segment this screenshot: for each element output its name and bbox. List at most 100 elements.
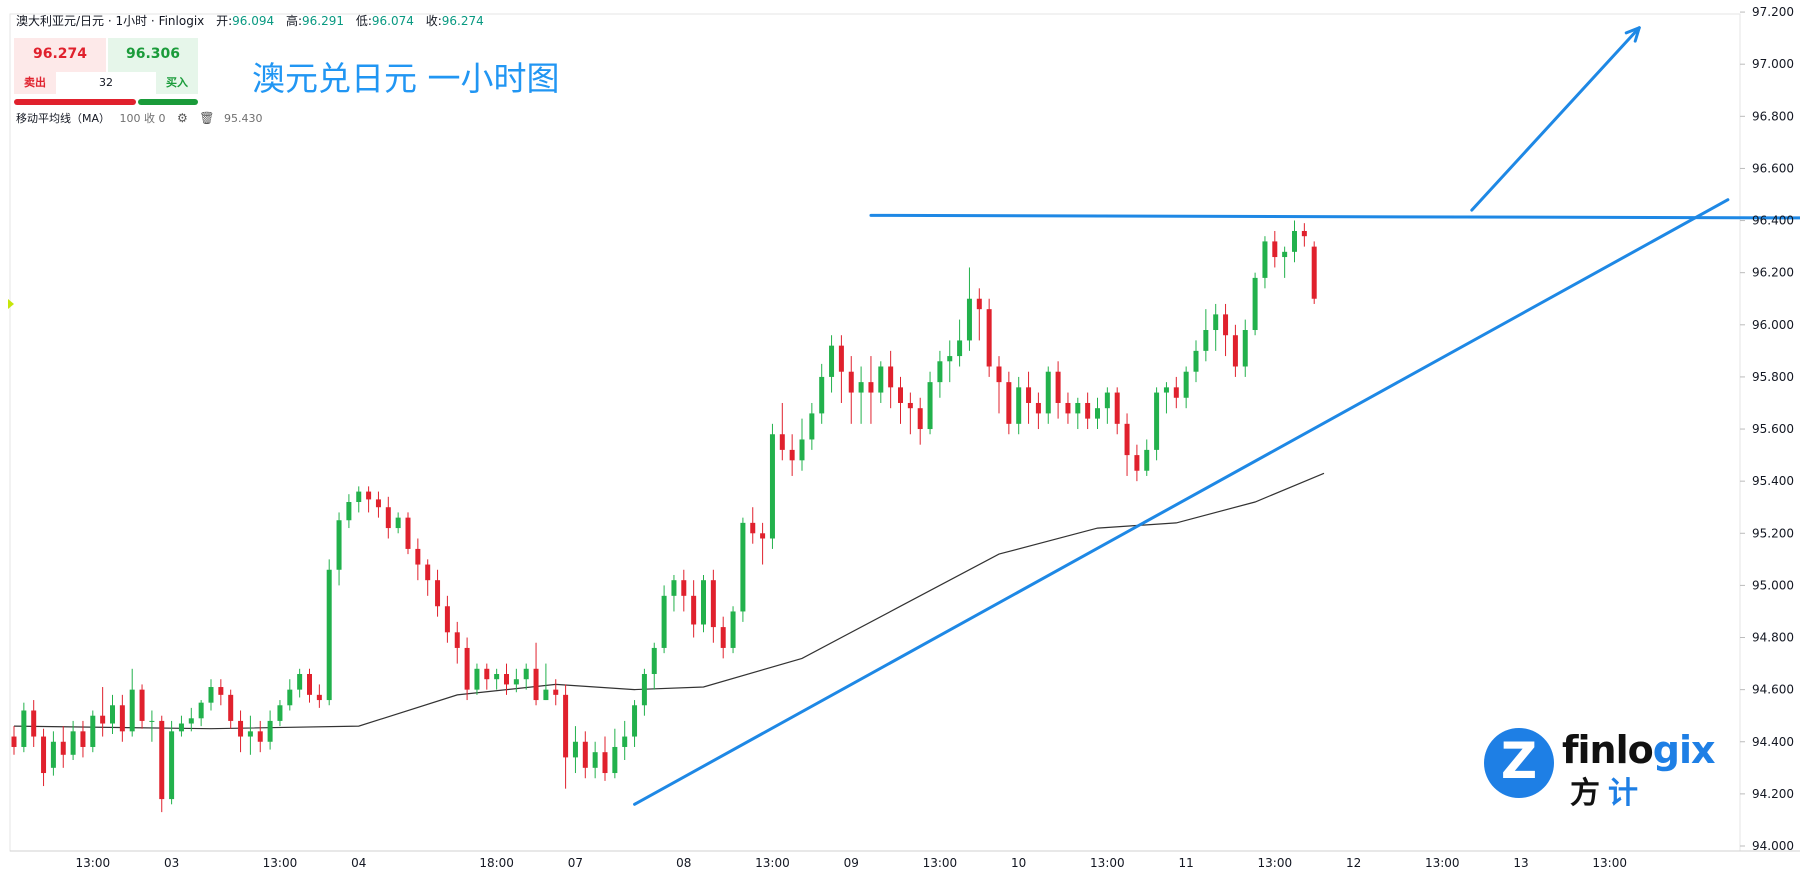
candle-body [110, 705, 115, 724]
candle-body [356, 491, 362, 503]
x-tick-label: 07 [568, 856, 583, 870]
buy-price[interactable]: 96.306 [125, 46, 181, 62]
candle-body [612, 746, 618, 774]
candle [1144, 439, 1150, 476]
candle [710, 569, 716, 643]
y-tick-label: 94.200 [1752, 787, 1794, 801]
candle-body [188, 718, 194, 724]
candle [1262, 236, 1268, 289]
candle [1016, 376, 1022, 435]
candle-body [976, 298, 982, 310]
candle [760, 522, 766, 565]
candle-body [60, 741, 66, 755]
trash-icon[interactable]: 🗑 [199, 111, 215, 125]
candle-body [50, 741, 56, 768]
candle-body [1292, 230, 1297, 252]
buy-ratio-bar [138, 99, 198, 105]
candle-body [484, 668, 490, 680]
candle [257, 720, 263, 753]
candle-body [218, 687, 224, 695]
candle-body [1282, 251, 1288, 258]
candle-body [169, 731, 175, 800]
gear-icon[interactable]: ⚙ [177, 111, 188, 125]
candle-body [1075, 402, 1081, 414]
candle-body [316, 694, 322, 701]
buy-box[interactable] [108, 38, 198, 72]
high-value: 96.291 [302, 14, 345, 28]
y-tick-label: 94.600 [1752, 683, 1794, 697]
candle [799, 418, 805, 471]
candle [494, 668, 500, 690]
candle [50, 731, 56, 776]
candle [671, 574, 677, 612]
candle-body [90, 715, 96, 747]
candle [159, 715, 165, 813]
candle [454, 621, 460, 664]
candle [1173, 376, 1179, 409]
candle [612, 728, 618, 779]
arrow-line[interactable] [1470, 26, 1641, 212]
candle [444, 595, 450, 643]
candle-body [543, 689, 549, 701]
candle [287, 679, 293, 711]
candle [70, 720, 76, 761]
candle-body [740, 522, 746, 612]
candle-body [208, 687, 214, 703]
y-tick-label: 97.200 [1752, 5, 1794, 19]
candle-body [504, 674, 509, 685]
candle-body [326, 569, 332, 701]
trendline[interactable] [869, 213, 1800, 220]
candle-body [70, 731, 76, 755]
y-axis[interactable]: 97.200 97.000 96.800 96.600 96.400 96.200 96.0… [1740, 5, 1794, 853]
candle [247, 715, 253, 755]
candle-body [651, 647, 657, 675]
low-value: 96.074 [371, 14, 414, 28]
sell-box[interactable] [14, 38, 106, 72]
spread-value: 32 [99, 76, 113, 89]
x-tick-label: 13:00 [263, 856, 298, 870]
x-axis[interactable]: 13:00 03 13:00 04 18:00 07 08 13:00 09 13:00 10 13:… [76, 856, 1627, 870]
candle [789, 434, 795, 476]
indicator-legend[interactable]: 移动平均线（MA） 100 收 0 ⚙ 🗑 95.430 [16, 110, 263, 126]
candle-body [769, 434, 775, 539]
candle-body [809, 413, 815, 440]
candle-body [375, 499, 381, 508]
candle-body [11, 736, 17, 747]
candle [188, 707, 194, 732]
candle [641, 668, 647, 716]
trendline[interactable] [633, 198, 1730, 806]
candle [769, 423, 775, 549]
sell-button[interactable]: 卖出 [14, 72, 56, 94]
candle-body [681, 580, 687, 596]
candle-body [1242, 330, 1248, 367]
trendlines-group [633, 26, 1800, 806]
candle [533, 642, 539, 706]
y-tick-label: 95.800 [1752, 370, 1794, 384]
candle-body [31, 710, 37, 737]
candle [346, 494, 352, 529]
candle-body [1213, 314, 1219, 331]
finlogix-logo: Z finlogix 方计 [1484, 728, 1715, 811]
candle [267, 710, 273, 750]
y-tick-label: 94.400 [1752, 735, 1794, 749]
candle [208, 679, 214, 711]
candle [11, 726, 17, 755]
sell-price[interactable]: 96.274 [32, 46, 88, 62]
candle [415, 538, 421, 581]
candle-body [572, 741, 578, 758]
candle-body [385, 507, 391, 529]
candle [543, 663, 549, 701]
candle [31, 700, 37, 747]
candle-body [661, 595, 667, 648]
x-tick-label: 12 [1346, 856, 1361, 870]
candle-body [454, 632, 460, 648]
indicator-params: 100 收 0 [119, 112, 166, 125]
candle-body [444, 606, 450, 633]
buy-button[interactable]: 买入 [156, 72, 198, 94]
candles-group [11, 220, 1317, 813]
candle [1065, 392, 1071, 424]
candle-body [247, 731, 253, 737]
logo-text-cn: 方计 [1570, 768, 1646, 812]
candle [1085, 392, 1091, 430]
